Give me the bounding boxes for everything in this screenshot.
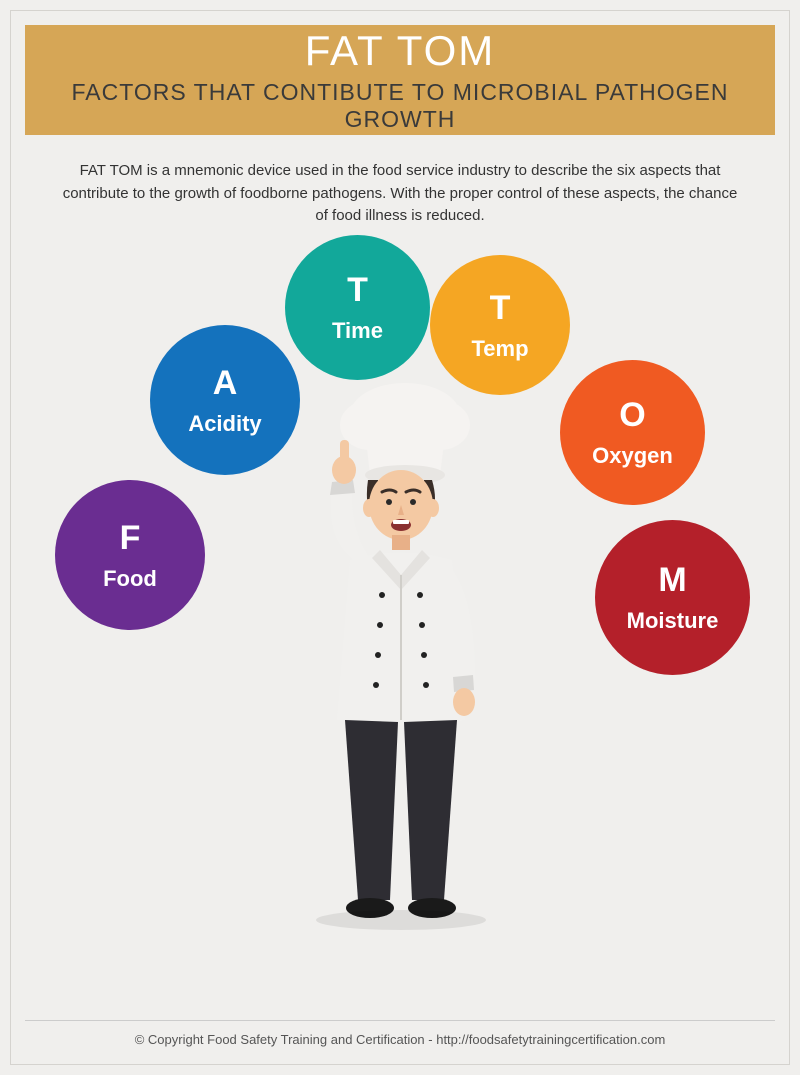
page-title: FAT TOM	[305, 27, 496, 75]
factor-word: Time	[332, 318, 383, 344]
chef-illustration	[270, 380, 530, 940]
factor-word: Acidity	[188, 411, 261, 437]
factor-letter: T	[490, 289, 511, 328]
factor-circle-moisture: M Moisture	[595, 520, 750, 675]
factor-letter: T	[347, 271, 368, 310]
intro-text: FAT TOM is a mnemonic device used in the…	[60, 160, 740, 228]
header-banner: FAT TOM FACTORS THAT CONTIBUTE TO MICROB…	[25, 25, 775, 135]
factor-circle-food: F Food	[55, 480, 205, 630]
factor-word: Moisture	[627, 608, 719, 634]
factor-word: Temp	[471, 336, 528, 362]
factor-circle-time: T Time	[285, 235, 430, 380]
factor-word: Food	[103, 566, 157, 592]
factor-letter: O	[619, 396, 645, 435]
diagram-area: F Food A Acidity T Time T Temp O Oxygen M Moisture	[0, 230, 800, 1015]
factor-circle-temp: T Temp	[430, 255, 570, 395]
factor-letter: F	[120, 519, 141, 558]
factor-circle-oxygen: O Oxygen	[560, 360, 705, 505]
footer-text: © Copyright Food Safety Training and Cer…	[25, 1020, 775, 1050]
factor-letter: M	[658, 561, 686, 600]
factor-word: Oxygen	[592, 443, 673, 469]
factor-letter: A	[213, 364, 238, 403]
page-subtitle: FACTORS THAT CONTIBUTE TO MICROBIAL PATH…	[25, 79, 775, 133]
